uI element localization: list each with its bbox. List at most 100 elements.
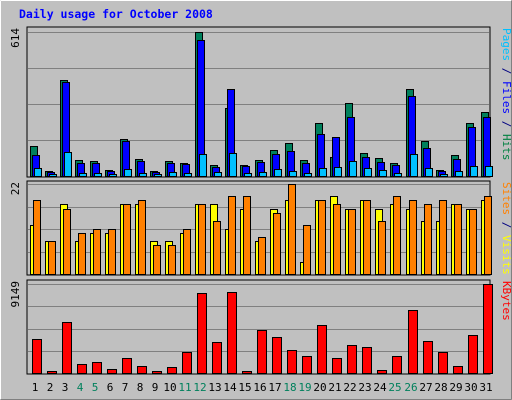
bar-pages-day-25 <box>394 173 402 177</box>
legend-entry: Hits <box>500 134 512 161</box>
bar-sites-day-13 <box>213 221 221 275</box>
legend-entry: Pages <box>500 28 512 61</box>
bar-kbytes-day-13 <box>212 342 222 374</box>
bar-pages-day-4 <box>79 173 87 177</box>
bar-kbytes-day-5 <box>92 362 102 374</box>
bar-kbytes-day-3 <box>62 322 72 374</box>
chart-title: Daily usage for October 2008 <box>19 7 213 21</box>
x-tick-label: 20 <box>313 381 326 394</box>
x-tick-label: 16 <box>253 381 266 394</box>
bar-sites-day-22 <box>348 209 356 275</box>
x-tick-label: 28 <box>434 381 447 394</box>
x-tick-label: 18 <box>283 381 296 394</box>
bar-sites-day-17 <box>273 213 281 275</box>
bar-kbytes-day-11 <box>182 352 192 374</box>
bar-sites-day-2 <box>48 241 56 275</box>
legend-entry: Files <box>500 81 512 114</box>
bar-kbytes-day-8 <box>137 366 147 374</box>
bar-sites-day-11 <box>183 229 191 275</box>
x-tick-label: 13 <box>208 381 221 394</box>
legend-entry: KBytes <box>500 281 512 321</box>
bar-pages-day-20 <box>319 168 327 177</box>
bar-kbytes-day-15 <box>242 371 252 374</box>
x-tick-label: 10 <box>163 381 176 394</box>
bar-pages-day-28 <box>440 174 448 177</box>
bar-kbytes-day-9 <box>152 371 162 374</box>
x-tick-label: 7 <box>122 381 129 394</box>
bar-kbytes-day-18 <box>287 350 297 374</box>
bar-kbytes-day-6 <box>107 369 117 374</box>
x-tick-label: 29 <box>449 381 462 394</box>
bar-pages-day-11 <box>184 173 192 177</box>
x-tick-label: 31 <box>479 381 492 394</box>
bar-pages-day-3 <box>64 152 72 177</box>
legend-top: Pages / Files / Hits <box>500 28 512 161</box>
x-tick-label: 14 <box>223 381 237 394</box>
bar-pages-day-13 <box>214 172 222 177</box>
bar-pages-day-5 <box>94 173 102 177</box>
bar-kbytes-day-21 <box>332 358 342 374</box>
x-tick-label: 11 <box>178 381 191 394</box>
legend-entry: Sites <box>500 182 512 215</box>
bar-pages-day-31 <box>485 166 493 177</box>
bar-pages-day-6 <box>109 174 117 177</box>
bar-pages-day-29 <box>455 171 463 177</box>
bar-kbytes-day-27 <box>423 341 433 374</box>
bar-kbytes-day-12 <box>197 293 207 374</box>
bar-sites-day-31 <box>484 196 492 275</box>
x-tick-label: 15 <box>238 381 251 394</box>
bar-pages-day-1 <box>34 168 42 177</box>
bar-sites-day-27 <box>424 204 432 275</box>
bar-kbytes-day-28 <box>438 352 448 374</box>
bar-pages-day-10 <box>169 172 177 177</box>
x-tick-label: 8 <box>137 381 144 394</box>
x-tick-label: 25 <box>388 381 401 394</box>
bar-sites-day-12 <box>198 204 206 275</box>
bar-sites-day-3 <box>63 209 71 275</box>
legend-entry: / <box>500 215 512 235</box>
bar-pages-day-16 <box>259 172 267 177</box>
bar-sites-day-30 <box>469 209 477 275</box>
bar-sites-day-21 <box>333 204 341 275</box>
bar-pages-day-27 <box>425 168 433 177</box>
bar-kbytes-day-30 <box>468 335 478 374</box>
bar-kbytes-day-4 <box>77 364 87 374</box>
legend-entry: Visits <box>500 235 512 275</box>
x-axis-labels: 1 2 3 4 5 6 7 8 9 10 11 12 13 14 15 16 17 18 19 20 21 22 23 24 2… <box>32 381 493 394</box>
bar-sites-day-18 <box>288 184 296 275</box>
bar-sites-day-9 <box>153 245 161 275</box>
bar-kbytes-day-1 <box>32 339 42 374</box>
x-tick-label: 23 <box>358 381 371 394</box>
bar-pages-day-7 <box>124 169 132 177</box>
legend-entry: / <box>500 114 512 134</box>
bar-sites-day-1 <box>33 200 41 275</box>
bar-kbytes-day-25 <box>392 356 402 374</box>
bar-kbytes-day-31 <box>483 284 493 374</box>
panel-bottom: 9149 KBytes <box>9 279 512 375</box>
bar-sites-day-16 <box>258 237 266 275</box>
x-tick-label: 1 <box>32 381 39 394</box>
bar-sites-day-5 <box>93 229 101 275</box>
bar-pages-day-19 <box>304 173 312 177</box>
x-tick-label: 9 <box>152 381 159 394</box>
x-tick-label: 24 <box>373 381 387 394</box>
bar-sites-day-4 <box>78 233 86 275</box>
bar-sites-day-29 <box>454 204 462 275</box>
bar-sites-day-28 <box>439 200 447 275</box>
bar-sites-day-23 <box>363 200 371 275</box>
bar-sites-day-14 <box>228 196 236 275</box>
bar-kbytes-day-23 <box>362 347 372 374</box>
x-tick-label: 2 <box>47 381 54 394</box>
x-tick-label: 4 <box>77 381 84 394</box>
bar-pages-day-2 <box>49 174 57 177</box>
panel-middle: 22 Sites / Visits <box>9 180 512 276</box>
x-tick-label: 5 <box>92 381 99 394</box>
bar-pages-day-17 <box>274 169 282 177</box>
bar-pages-day-30 <box>470 166 478 177</box>
x-tick-label: 22 <box>343 381 356 394</box>
panel-top: 614 Pages / Files / Hits <box>9 26 512 178</box>
bar-sites-day-10 <box>168 245 176 275</box>
bar-pages-day-8 <box>139 173 147 177</box>
bar-pages-day-21 <box>334 167 342 177</box>
